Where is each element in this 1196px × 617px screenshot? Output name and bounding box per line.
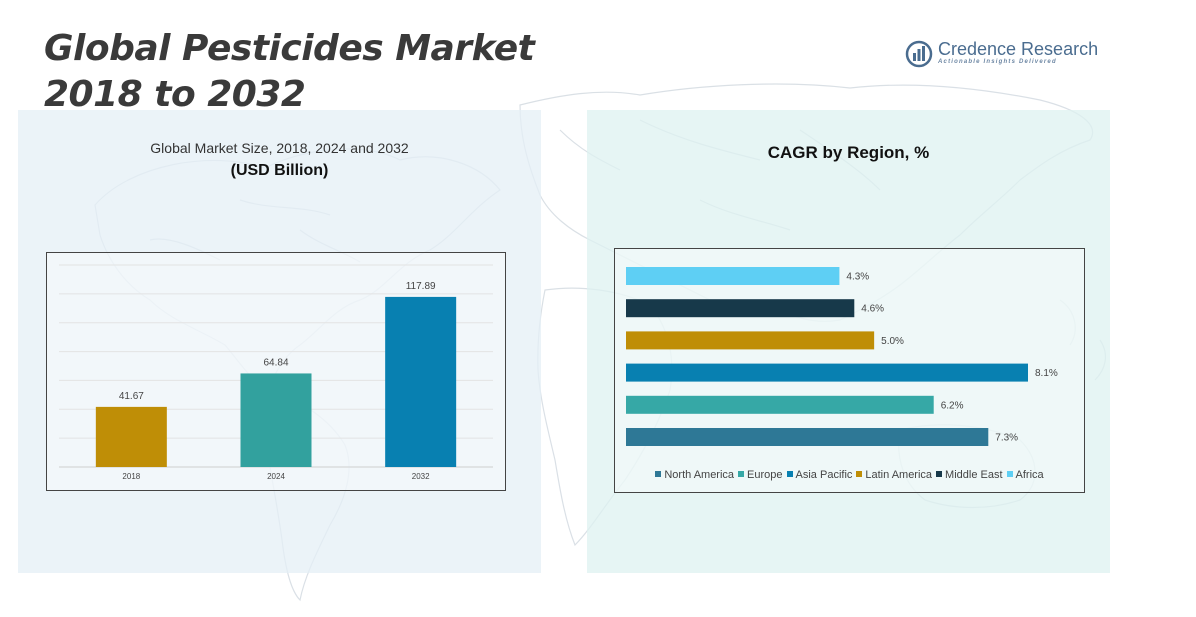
market-size-chart-svg: 41.67 2018 64.84 2024 117.89 2032 [59, 264, 493, 481]
data-label-europe: 6.2% [941, 400, 964, 411]
title-line-1: Global Pesticides Market [44, 28, 535, 69]
brand-name: Credence Research [938, 39, 1099, 59]
market-size-chart-title: Global Market Size, 2018, 2024 and 2032 [150, 140, 409, 156]
bar-europe [626, 395, 934, 414]
x-tick-label-2032: 2032 [412, 472, 430, 481]
brand-tagline: Actionable Insights Delivered [938, 59, 1057, 65]
data-label-middle-east: 4.6% [861, 304, 884, 315]
market-size-chart-subtitle: (USD Billion) [230, 162, 329, 179]
legend-swatch-asia-pacific [786, 471, 793, 477]
data-label-2024: 64.84 [263, 357, 288, 368]
legend-item-latin-america: Latin America [856, 469, 932, 481]
bar-2032 [385, 296, 457, 467]
data-label-north-america: 7.3% [995, 433, 1018, 444]
title-line-2: 2018 to 2032 [44, 74, 306, 115]
bar-africa [626, 267, 840, 285]
bar-north-america [626, 428, 989, 446]
legend-item-north-america: North America [655, 469, 734, 481]
legend-swatch-middle-east [936, 471, 943, 477]
page-title: Global Pesticides Market 2018 to 2032 [44, 26, 535, 118]
cagr-legend: North America Europe Asia Pacific Latin Ame… [615, 469, 1084, 481]
data-label-2018: 41.67 [119, 391, 144, 402]
legend-item-middle-east: Middle East [936, 469, 1003, 481]
cagr-chart: 7.3% 6.2% 8.1% 5.0% 4.6% 4.3% North America Eu… [614, 248, 1085, 493]
legend-item-europe: Europe [738, 469, 783, 481]
legend-label-europe: Europe [747, 469, 783, 481]
data-label-latin-america: 5.0% [881, 336, 904, 347]
data-label-asia-pacific: 8.1% [1035, 368, 1058, 379]
bar-asia-pacific [626, 363, 1028, 382]
x-tick-label-2018: 2018 [122, 472, 140, 481]
bar-2018 [95, 406, 167, 467]
bar-latin-america [626, 331, 875, 350]
bar-2024 [240, 373, 312, 467]
legend-swatch-africa [1006, 471, 1013, 477]
legend-swatch-latin-america [856, 471, 863, 477]
data-label-2032: 117.89 [406, 281, 436, 292]
cagr-chart-title: CAGR by Region, % [767, 143, 930, 162]
legend-label-latin-america: Latin America [865, 469, 933, 481]
legend-swatch-europe [738, 471, 745, 477]
data-label-africa: 4.3% [846, 272, 869, 283]
bar-chart-logo-icon [905, 40, 933, 68]
bar-middle-east [626, 299, 855, 318]
legend-label-middle-east: Middle East [945, 469, 1003, 481]
legend-label-asia-pacific: Asia Pacific [795, 469, 853, 481]
x-tick-label-2024: 2024 [267, 472, 285, 481]
market-size-chart: 41.67 2018 64.84 2024 117.89 2032 [46, 252, 506, 491]
brand-logo: Credence Research Actionable Insights De… [905, 38, 1099, 70]
legend-item-asia-pacific: Asia Pacific [786, 469, 853, 481]
legend-swatch-north-america [655, 471, 662, 477]
legend-label-north-america: North America [664, 469, 735, 481]
cagr-chart-svg: 7.3% 6.2% 8.1% 5.0% 4.6% 4.3% [626, 267, 1058, 446]
legend-label-africa: Africa [1015, 469, 1044, 481]
legend-item-africa: Africa [1006, 469, 1044, 481]
